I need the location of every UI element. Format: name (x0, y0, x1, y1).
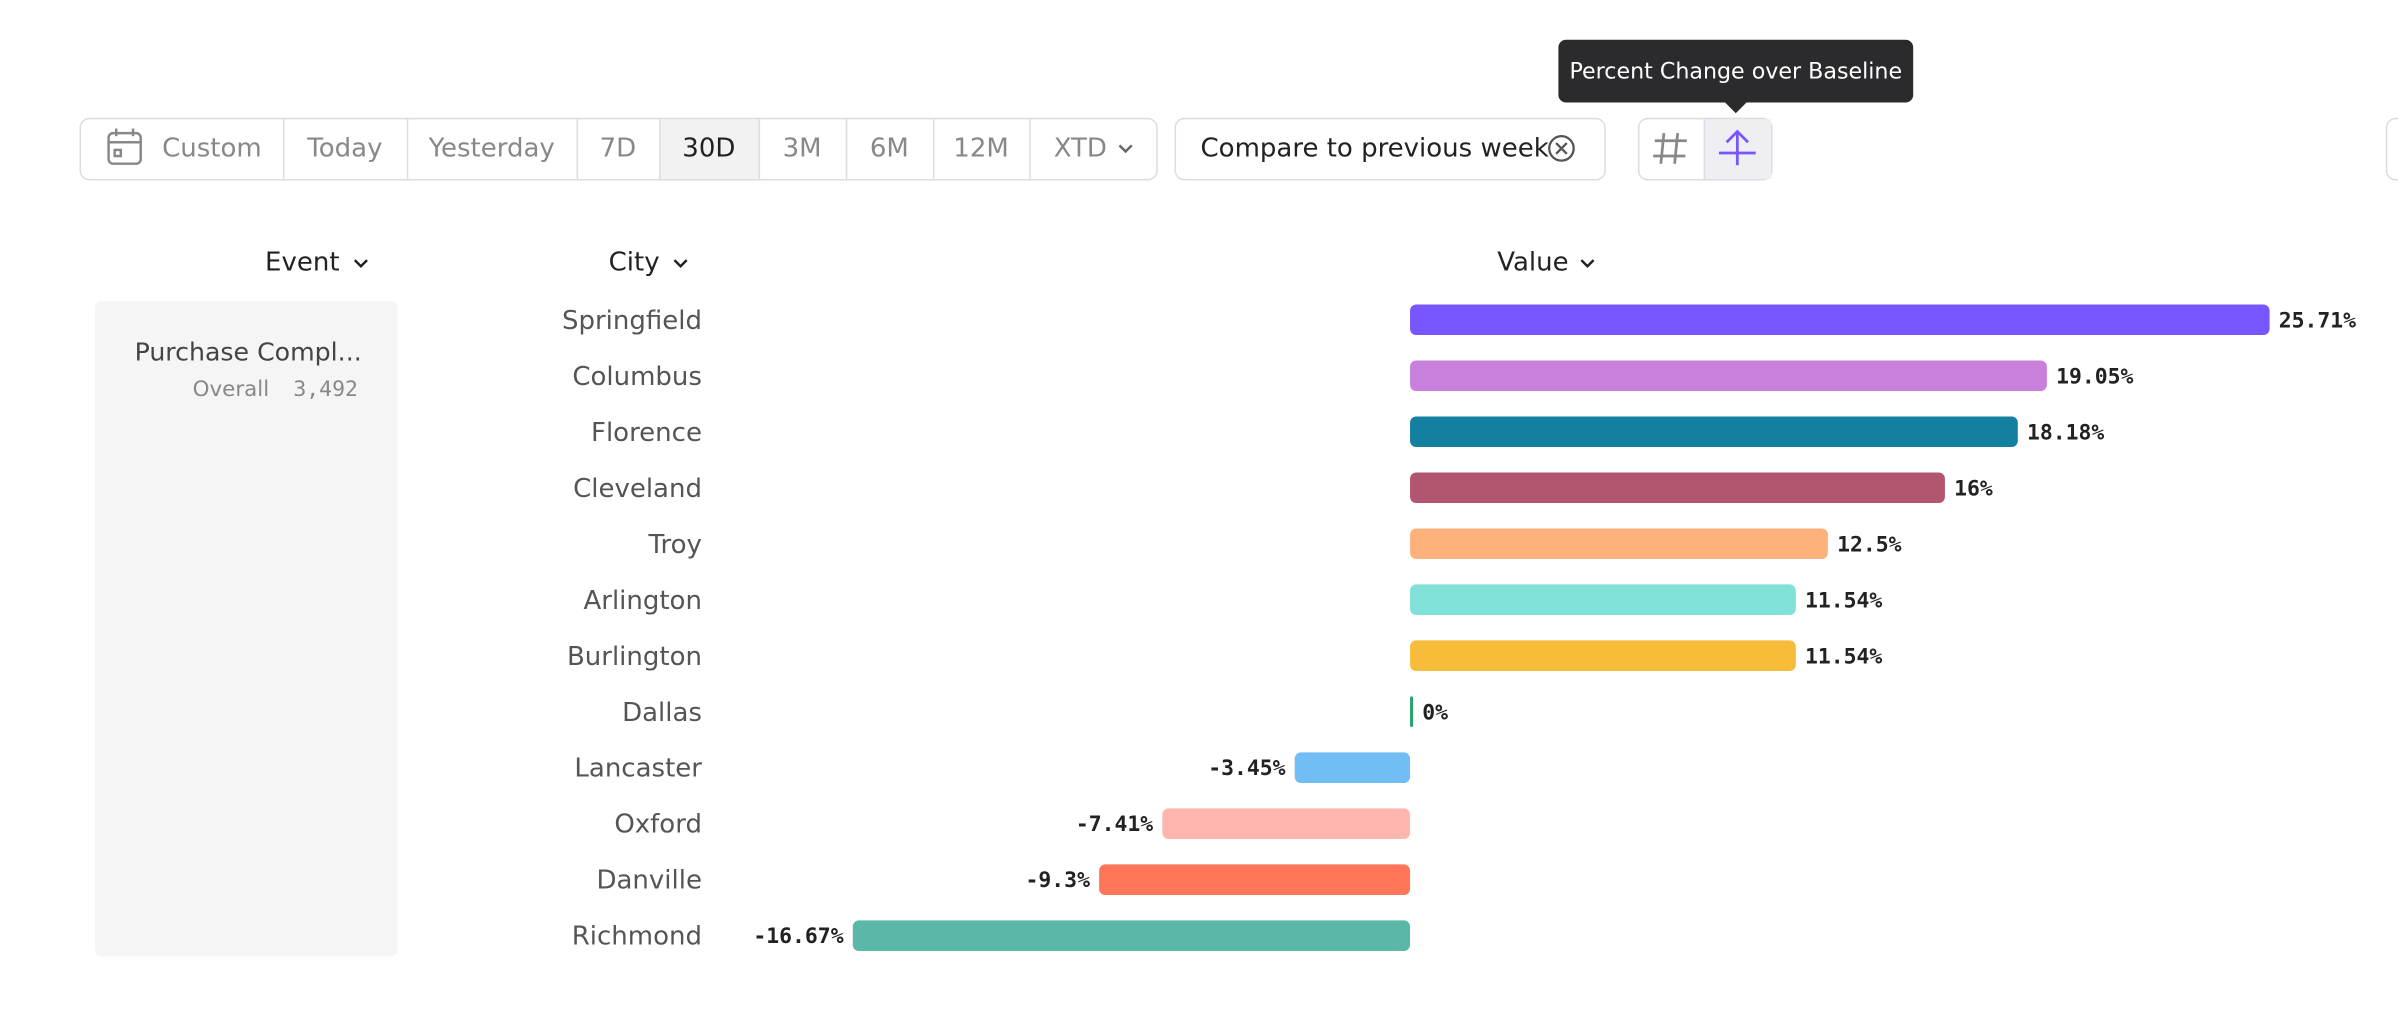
city-label: Dallas (622, 698, 702, 728)
value-label: 16% (1954, 476, 1993, 501)
event-name[interactable]: Purchase Compl... (135, 337, 362, 366)
city-label: Troy (647, 530, 701, 560)
value-label: 19.05% (2056, 364, 2133, 389)
city-label: Lancaster (574, 754, 702, 784)
number-icon[interactable] (1653, 132, 1687, 164)
city-label: Danville (596, 866, 701, 896)
city-label: Springfield (562, 306, 702, 336)
bar (1410, 360, 2047, 392)
tooltip (1558, 39, 1914, 103)
value-label: -3.45% (1208, 756, 1285, 781)
value-label: 25.71% (2279, 308, 2356, 333)
city-label: Burlington (567, 642, 702, 672)
tooltip-caret (1725, 102, 1747, 114)
city-header[interactable]: City (609, 248, 660, 278)
bar (1410, 304, 2270, 336)
overall-label: Overall (193, 377, 270, 402)
bar (1410, 528, 1828, 560)
range-option[interactable]: XTD (1054, 134, 1107, 164)
city-label: Richmond (572, 922, 702, 952)
event-header[interactable]: Event (265, 248, 339, 278)
bar (1410, 640, 1796, 672)
date-range-group (79, 117, 1158, 181)
city-label: Columbus (572, 362, 702, 392)
bar (1410, 584, 1796, 616)
city-label: Florence (591, 418, 702, 448)
value-label: -16.67% (753, 924, 843, 949)
overall-value: 3,492 (293, 377, 357, 402)
selected-range-bg (659, 119, 759, 180)
event-panel (94, 301, 398, 957)
compare-button[interactable] (1174, 117, 1606, 181)
range-option[interactable]: 7D (600, 134, 637, 164)
range-option[interactable]: Yesterday (428, 134, 555, 164)
value-header[interactable]: Value (1497, 248, 1568, 278)
bar (1410, 416, 2018, 448)
city-label: Oxford (614, 810, 702, 840)
bar (1410, 472, 1945, 504)
bar (852, 920, 1411, 952)
range-option[interactable]: 30D (682, 134, 735, 164)
tooltip-text: Percent Change over Baseline (1569, 58, 1902, 84)
clear-compare-icon[interactable] (1548, 135, 1575, 162)
city-label: Arlington (583, 586, 701, 616)
calendar-icon (107, 128, 142, 165)
city-label: Cleveland (573, 474, 702, 504)
value-label: -7.41% (1076, 812, 1153, 837)
custom-range[interactable]: Custom (162, 134, 262, 164)
value-label: 12.5% (1837, 532, 1902, 557)
range-option[interactable]: 12M (953, 134, 1009, 164)
value-label: 11.54% (1805, 588, 1882, 613)
bar (1294, 752, 1411, 784)
bar (1410, 696, 1414, 728)
percent-change-icon[interactable] (1718, 129, 1756, 166)
value-label: 0% (1422, 700, 1448, 725)
compare-label: Compare to previous week (1201, 134, 1549, 164)
range-option[interactable]: 6M (870, 134, 909, 164)
bar (1162, 808, 1411, 840)
value-label: -9.3% (1026, 868, 1091, 893)
bar (1099, 864, 1411, 896)
xtd-chevron (1118, 144, 1133, 154)
range-option[interactable]: 3M (783, 134, 822, 164)
range-option[interactable]: Today (306, 134, 382, 164)
value-chevron (1580, 259, 1595, 268)
value-label: 11.54% (1805, 644, 1882, 669)
value-label: 18.18% (2027, 420, 2104, 445)
cut-off-control[interactable] (2385, 117, 2398, 181)
city-chevron (673, 259, 688, 268)
event-chevron (353, 259, 368, 268)
